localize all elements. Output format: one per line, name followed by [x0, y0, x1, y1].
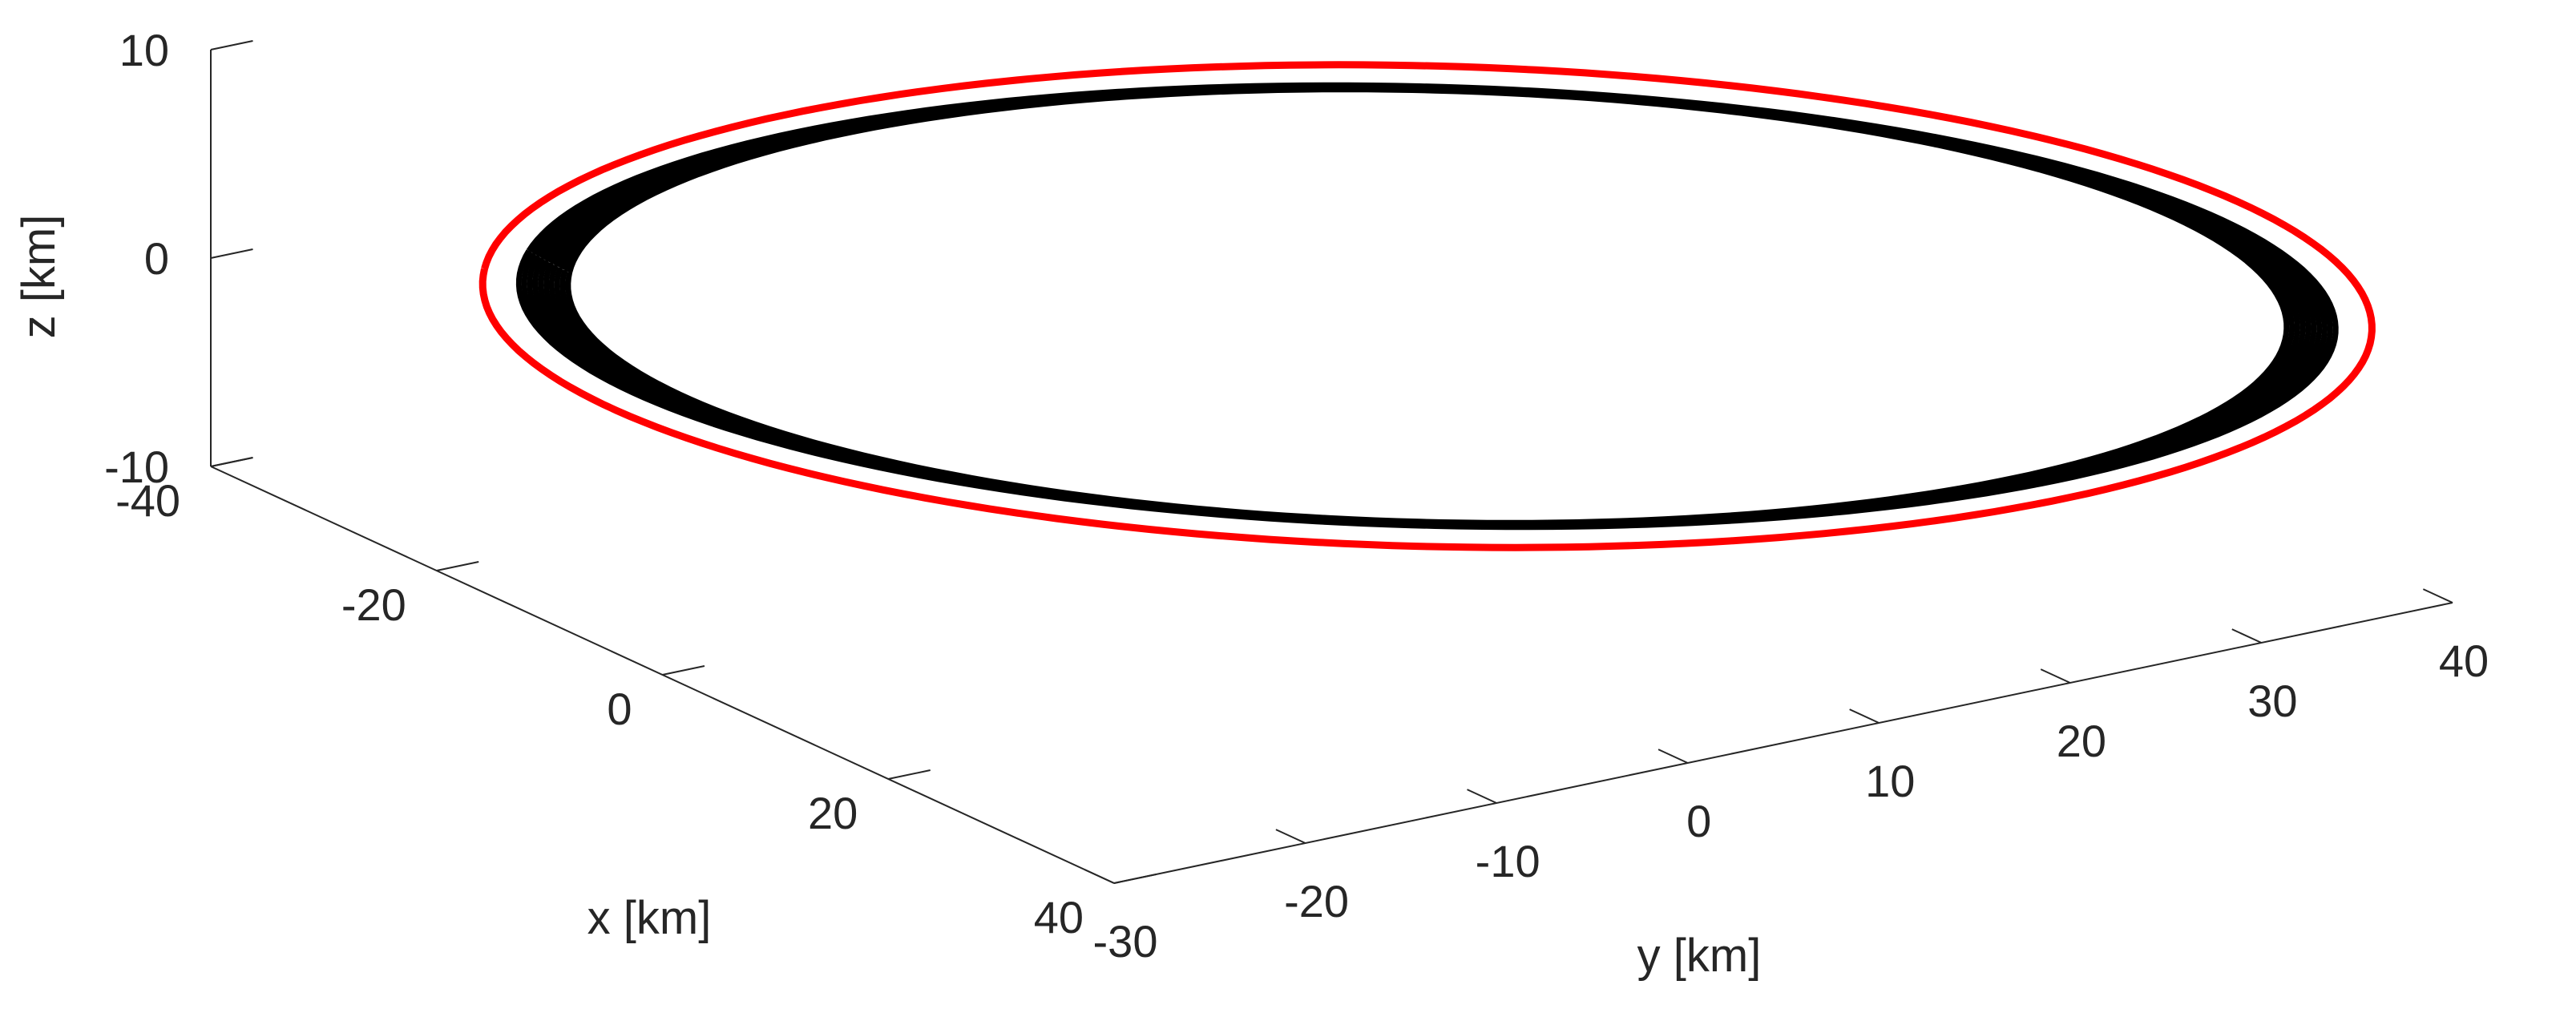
z-tick	[210, 457, 253, 467]
y-axis-label: y [km]	[1637, 930, 1762, 982]
black-orbit-revolution	[521, 83, 2333, 530]
x-tick-label: 0	[607, 684, 632, 734]
y-tick-label: 40	[2439, 636, 2489, 686]
y-tick	[1275, 829, 1306, 844]
x-tick	[662, 665, 705, 676]
black-orbit-revolution	[543, 84, 2312, 528]
y-tick-label: 20	[2057, 716, 2106, 766]
y-axis-line	[1113, 602, 2453, 884]
series-black-orbit	[515, 82, 2339, 531]
z-tick-label: 0	[144, 233, 169, 284]
black-orbit-revolution	[554, 85, 2301, 527]
black-orbit-revolution	[559, 86, 2295, 527]
y-tick	[1849, 708, 1880, 724]
y-tick	[1084, 869, 1115, 884]
y-tick-label: 0	[1686, 796, 1711, 846]
x-tick	[436, 561, 479, 571]
axis-ticks	[210, 40, 2453, 884]
y-tick-label: -30	[1093, 916, 1158, 967]
series-layer	[478, 61, 2376, 551]
x-axis-label: x [km]	[587, 892, 712, 944]
y-tick	[2231, 628, 2262, 644]
y-tick	[1467, 789, 1497, 804]
x-tick-label: -40	[115, 475, 180, 526]
black-orbit-revolution	[548, 85, 2306, 527]
z-tick-label: -10	[104, 442, 169, 492]
x-tick-label: -20	[341, 579, 406, 630]
y-tick-label: 30	[2247, 676, 2297, 726]
black-orbit-revolution	[538, 83, 2317, 529]
y-tick	[2040, 668, 2071, 684]
x-tick-label: 40	[1034, 892, 1084, 942]
black-orbit-revolution	[527, 83, 2328, 530]
y-tick-label: 10	[1865, 756, 1915, 806]
x-tick-label: 20	[808, 788, 858, 838]
y-tick-label: -20	[1284, 876, 1349, 926]
black-orbit-revolution	[532, 83, 2323, 529]
black-orbit-revolution	[515, 82, 2339, 531]
red-orbit-line	[478, 61, 2376, 551]
y-tick	[1657, 749, 1689, 764]
y-tick	[2422, 588, 2453, 603]
z-tick	[210, 248, 253, 259]
x-tick	[888, 769, 931, 780]
z-axis-label: z [km]	[13, 215, 65, 339]
x-tick	[1113, 874, 1157, 884]
z-tick-label: 10	[119, 25, 169, 75]
y-tick-label: -10	[1476, 836, 1540, 886]
z-tick	[210, 40, 253, 50]
